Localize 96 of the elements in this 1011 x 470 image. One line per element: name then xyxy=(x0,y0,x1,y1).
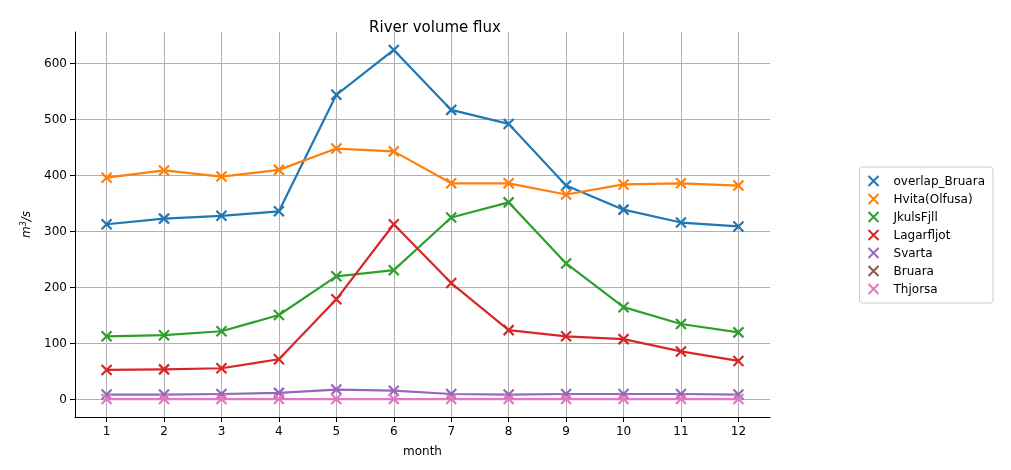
point xyxy=(100,392,113,406)
point xyxy=(387,145,400,158)
point xyxy=(617,392,630,406)
point xyxy=(674,317,688,331)
x-axis-title: month xyxy=(403,444,442,458)
point xyxy=(100,218,113,231)
point xyxy=(387,384,400,397)
y-tick-label: 300 xyxy=(44,223,67,238)
y-tick-label: 200 xyxy=(44,279,67,294)
legend-label: Thjorsa xyxy=(892,282,938,296)
point xyxy=(100,330,113,343)
point xyxy=(272,205,285,218)
point xyxy=(330,142,343,155)
x-tick-label: 11 xyxy=(673,424,689,438)
point xyxy=(330,293,343,306)
point xyxy=(387,43,400,57)
x-tick-label: 3 xyxy=(217,424,226,438)
x-tick-label: 8 xyxy=(504,424,513,438)
point xyxy=(445,392,458,406)
point xyxy=(617,301,630,314)
point xyxy=(157,329,171,342)
point xyxy=(100,171,113,184)
point xyxy=(502,324,515,337)
y-tick-label: 400 xyxy=(44,167,67,182)
point xyxy=(157,164,171,177)
point xyxy=(732,220,745,233)
point xyxy=(732,179,745,192)
point xyxy=(100,388,113,401)
point xyxy=(157,363,171,376)
legend-label: Hvita(Olfusa) xyxy=(893,192,973,206)
point xyxy=(387,392,400,406)
point xyxy=(732,388,745,401)
point xyxy=(559,257,573,270)
point xyxy=(674,392,688,406)
point xyxy=(559,179,573,192)
point xyxy=(215,170,228,183)
point xyxy=(272,308,285,322)
point xyxy=(445,211,458,224)
point xyxy=(272,353,285,366)
point xyxy=(272,163,285,176)
point xyxy=(502,388,515,401)
point xyxy=(215,392,228,406)
point xyxy=(215,325,228,338)
x-tick-label: 1 xyxy=(102,424,111,438)
point xyxy=(330,270,343,283)
legend-label: JkulsFjll xyxy=(892,210,938,224)
chart-title: River volume flux xyxy=(369,17,502,36)
point xyxy=(502,177,515,190)
point xyxy=(617,203,630,216)
point xyxy=(157,212,171,225)
point xyxy=(100,363,113,377)
point xyxy=(215,362,228,375)
x-tick-label: 7 xyxy=(447,424,456,438)
point xyxy=(330,383,343,396)
point xyxy=(445,177,458,190)
y-tick-label: 500 xyxy=(44,111,67,126)
point xyxy=(732,354,745,368)
point xyxy=(617,333,630,346)
point xyxy=(330,392,343,406)
point xyxy=(445,103,458,116)
point xyxy=(732,392,745,406)
point xyxy=(674,177,688,190)
point xyxy=(272,392,285,406)
point xyxy=(674,216,688,229)
x-tick-label: 6 xyxy=(389,424,398,438)
point xyxy=(445,276,458,290)
y-axis-title: m3/s xyxy=(18,210,33,239)
x-tick-label: 9 xyxy=(562,424,570,438)
point xyxy=(559,392,573,406)
point xyxy=(559,188,573,201)
point xyxy=(215,209,228,222)
point xyxy=(617,178,630,191)
point xyxy=(502,392,515,406)
x-tick-label: 5 xyxy=(332,424,341,438)
point xyxy=(732,326,745,339)
point xyxy=(559,330,573,343)
point xyxy=(674,345,688,358)
point xyxy=(157,392,171,406)
point xyxy=(502,117,515,131)
point xyxy=(387,264,400,277)
legend-label: Bruara xyxy=(893,264,934,278)
point xyxy=(157,388,171,401)
y-tick-label: 0 xyxy=(59,392,67,407)
x-tick-label: 4 xyxy=(275,424,283,438)
x-tick-label: 12 xyxy=(730,424,747,438)
point xyxy=(387,218,400,231)
legend-label: Svarta xyxy=(893,246,933,260)
y-tick-label: 100 xyxy=(44,336,67,351)
x-tick-label: 10 xyxy=(615,424,632,438)
x-tick-label: 2 xyxy=(160,424,168,438)
point xyxy=(502,196,515,209)
legend-label: Lagarfljot xyxy=(893,228,951,242)
point xyxy=(330,88,343,101)
point xyxy=(272,386,285,399)
legend-label: overlap_Bruara xyxy=(893,174,986,188)
y-tick-label: 600 xyxy=(44,55,67,70)
